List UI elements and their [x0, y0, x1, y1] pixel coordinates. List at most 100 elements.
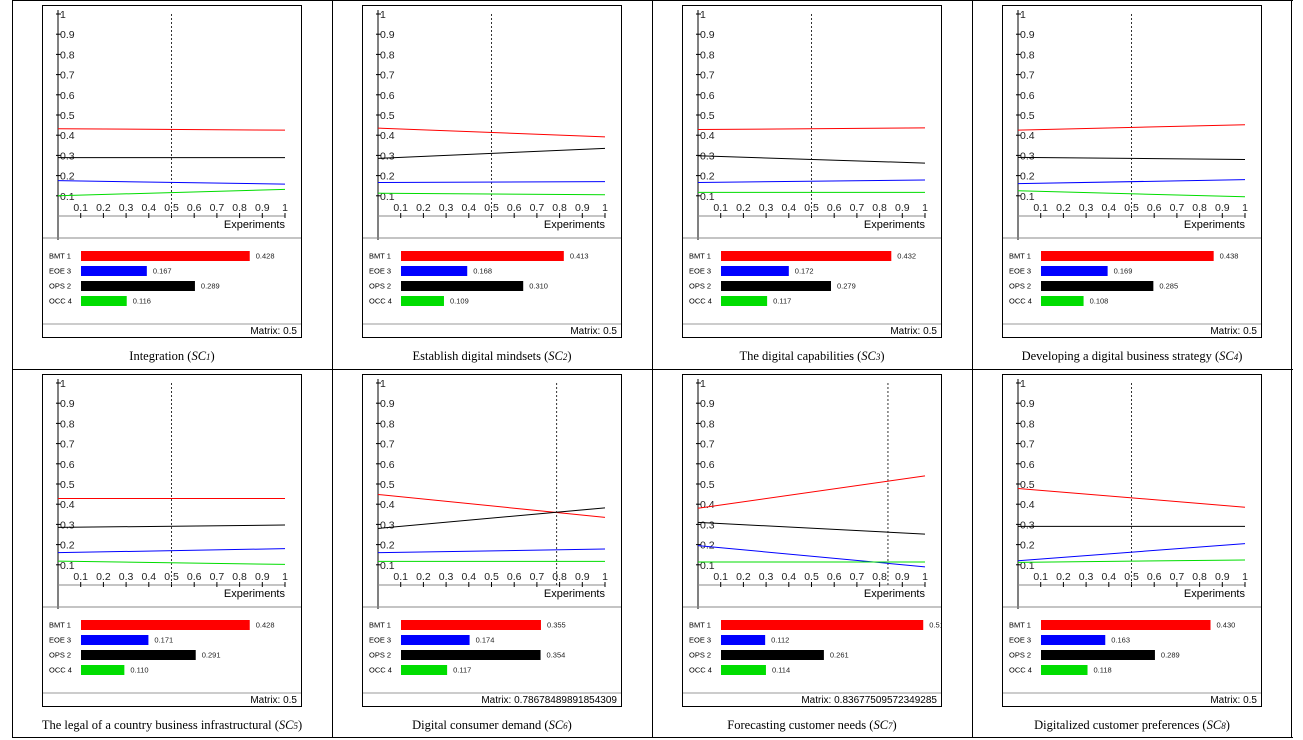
x-tick-label: 0.3 — [119, 571, 134, 583]
y-tick-label: 1 — [60, 378, 66, 390]
series-line-bmt-1 — [377, 494, 606, 518]
bar-value: 0.261 — [830, 651, 849, 660]
bar-label: EOE 3 — [689, 636, 711, 645]
y-tick-label: 1 — [1020, 378, 1026, 390]
y-tick-label: 0.1 — [700, 191, 715, 203]
x-tick-label: 0.6 — [187, 571, 202, 583]
y-tick-label: 0.9 — [700, 398, 715, 410]
chart-panel: 0.1 0.2 0.3 0.4 0.5 0.6 0.7 0.8 0.9 1 0.1 0.2 0.3 0.4… — [362, 374, 622, 707]
bar-label: BMT 1 — [369, 252, 391, 261]
x-tick-label: 0.3 — [439, 571, 454, 583]
y-tick-label: 0.9 — [60, 398, 75, 410]
y-tick-label: 0.3 — [380, 150, 395, 162]
x-axis-label: Experiments — [1184, 588, 1246, 600]
bar-label: OCC 4 — [1009, 297, 1032, 306]
caption-subscript: 3 — [875, 352, 881, 362]
y-tick-label: 0.5 — [380, 110, 395, 122]
x-axis-label: Experiments — [864, 219, 926, 231]
chart-cell: 0.1 0.2 0.3 0.4 0.5 0.6 0.7 0.8 0.9 1 0.1 0.2 0.3 0.4… — [332, 0, 652, 369]
bar-bmt-1 — [721, 251, 892, 261]
bar-value: 0.117 — [773, 297, 791, 306]
chart-cell: 0.1 0.2 0.3 0.4 0.5 0.6 0.7 0.8 0.9 1 0.1 0.2 0.3 0.4… — [12, 0, 332, 369]
bar-label: OPS 2 — [689, 282, 711, 291]
matrix-label: Matrix: 0.5 — [570, 326, 617, 337]
bar-value: 0.289 — [201, 282, 220, 291]
caption-text: Establish digital mindsets ( — [412, 349, 549, 363]
y-tick-label: 0.4 — [1020, 499, 1035, 511]
caption-close: ) — [880, 349, 885, 363]
x-tick-label: 0.7 — [210, 202, 225, 214]
bar-label: BMT 1 — [49, 621, 71, 630]
bar-bmt-1 — [1041, 620, 1211, 630]
x-axis-label: Experiments — [224, 588, 286, 600]
x-tick-label: 0.1 — [1033, 202, 1048, 214]
bar-value: 0.428 — [256, 621, 275, 630]
bar-bmt-1 — [401, 251, 564, 261]
y-tick-label: 0.2 — [60, 171, 75, 183]
bar-bmt-1 — [81, 620, 250, 630]
x-tick-label: 0.9 — [1215, 202, 1230, 214]
x-tick-label: 0.4 — [781, 571, 796, 583]
chart-cell: 0.1 0.2 0.3 0.4 0.5 0.6 0.7 0.8 0.9 1 0.1 0.2 0.3 0.4… — [972, 369, 1292, 738]
x-tick-label: 0.5 — [804, 571, 819, 583]
y-tick-label: 0.4 — [380, 130, 395, 142]
y-tick-label: 0.6 — [380, 90, 395, 102]
caption-abbr: SC — [278, 718, 294, 732]
caption-subscript: 7 — [888, 721, 893, 731]
x-tick-label: 0.2 — [1056, 202, 1071, 214]
bar-label: BMT 1 — [689, 252, 711, 261]
bar-label: EOE 3 — [369, 636, 391, 645]
x-tick-label: 0.6 — [1147, 571, 1162, 583]
matrix-label: Matrix: 0.5 — [250, 695, 297, 706]
x-tick-label: 0.1 — [73, 202, 88, 214]
bar-label: OCC 4 — [49, 297, 72, 306]
series-line-occ-4 — [57, 560, 286, 565]
series-line-bmt-1 — [1017, 124, 1246, 131]
caption-abbr: SC — [861, 349, 876, 363]
caption-subscript: 6 — [563, 721, 568, 731]
bar-eoe-3 — [81, 266, 147, 276]
x-tick-label: 0.6 — [507, 202, 522, 214]
bar-value: 0.117 — [453, 666, 471, 675]
x-tick-label: 1 — [922, 202, 928, 214]
bar-label: OCC 4 — [689, 297, 712, 306]
x-tick-label: 0.2 — [416, 202, 431, 214]
x-tick-label: 0.2 — [96, 571, 111, 583]
bar-occ-4 — [81, 665, 125, 675]
x-tick-label: 0.9 — [575, 571, 590, 583]
bar-occ-4 — [1041, 665, 1088, 675]
y-tick-label: 1 — [380, 9, 386, 21]
bar-value: 0.108 — [1090, 297, 1109, 306]
y-tick-label: 0.2 — [1020, 540, 1035, 552]
bar-eoe-3 — [401, 635, 470, 645]
bar-bmt-1 — [81, 251, 250, 261]
bar-value: 0.413 — [570, 252, 589, 261]
series-line-eoe-3 — [377, 548, 606, 554]
y-tick-label: 0.1 — [380, 191, 395, 203]
bar-occ-4 — [81, 296, 127, 306]
series-line-occ-4 — [57, 188, 286, 197]
bar-ops-2 — [721, 281, 831, 291]
bar-label: OCC 4 — [369, 297, 392, 306]
bar-occ-4 — [1041, 296, 1084, 306]
bar-label: EOE 3 — [369, 267, 391, 276]
bar-value: 0.110 — [130, 666, 148, 675]
series-line-bmt-1 — [697, 475, 926, 509]
y-tick-label: 0.5 — [60, 110, 75, 122]
x-tick-label: 1 — [282, 571, 288, 583]
x-tick-label: 1 — [1242, 202, 1248, 214]
y-tick-label: 0.9 — [60, 29, 75, 41]
series-line-occ-4 — [1017, 559, 1246, 563]
x-tick-label: 0.1 — [73, 571, 88, 583]
y-tick-label: 0.7 — [60, 439, 75, 451]
y-tick-label: 0.5 — [1020, 479, 1035, 491]
y-tick-label: 0.6 — [700, 90, 715, 102]
caption-abbr: SC — [191, 349, 207, 363]
x-tick-label: 0.3 — [119, 202, 134, 214]
caption-text: The digital capabilities ( — [739, 349, 862, 363]
y-tick-label: 0.3 — [1020, 519, 1035, 531]
y-tick-label: 0.4 — [700, 130, 715, 142]
chart-cell: 0.1 0.2 0.3 0.4 0.5 0.6 0.7 0.8 0.9 1 0.1 0.2 0.3 0.4… — [972, 0, 1292, 369]
y-tick-label: 0.7 — [1020, 439, 1035, 451]
bar-value: 0.354 — [547, 651, 566, 660]
